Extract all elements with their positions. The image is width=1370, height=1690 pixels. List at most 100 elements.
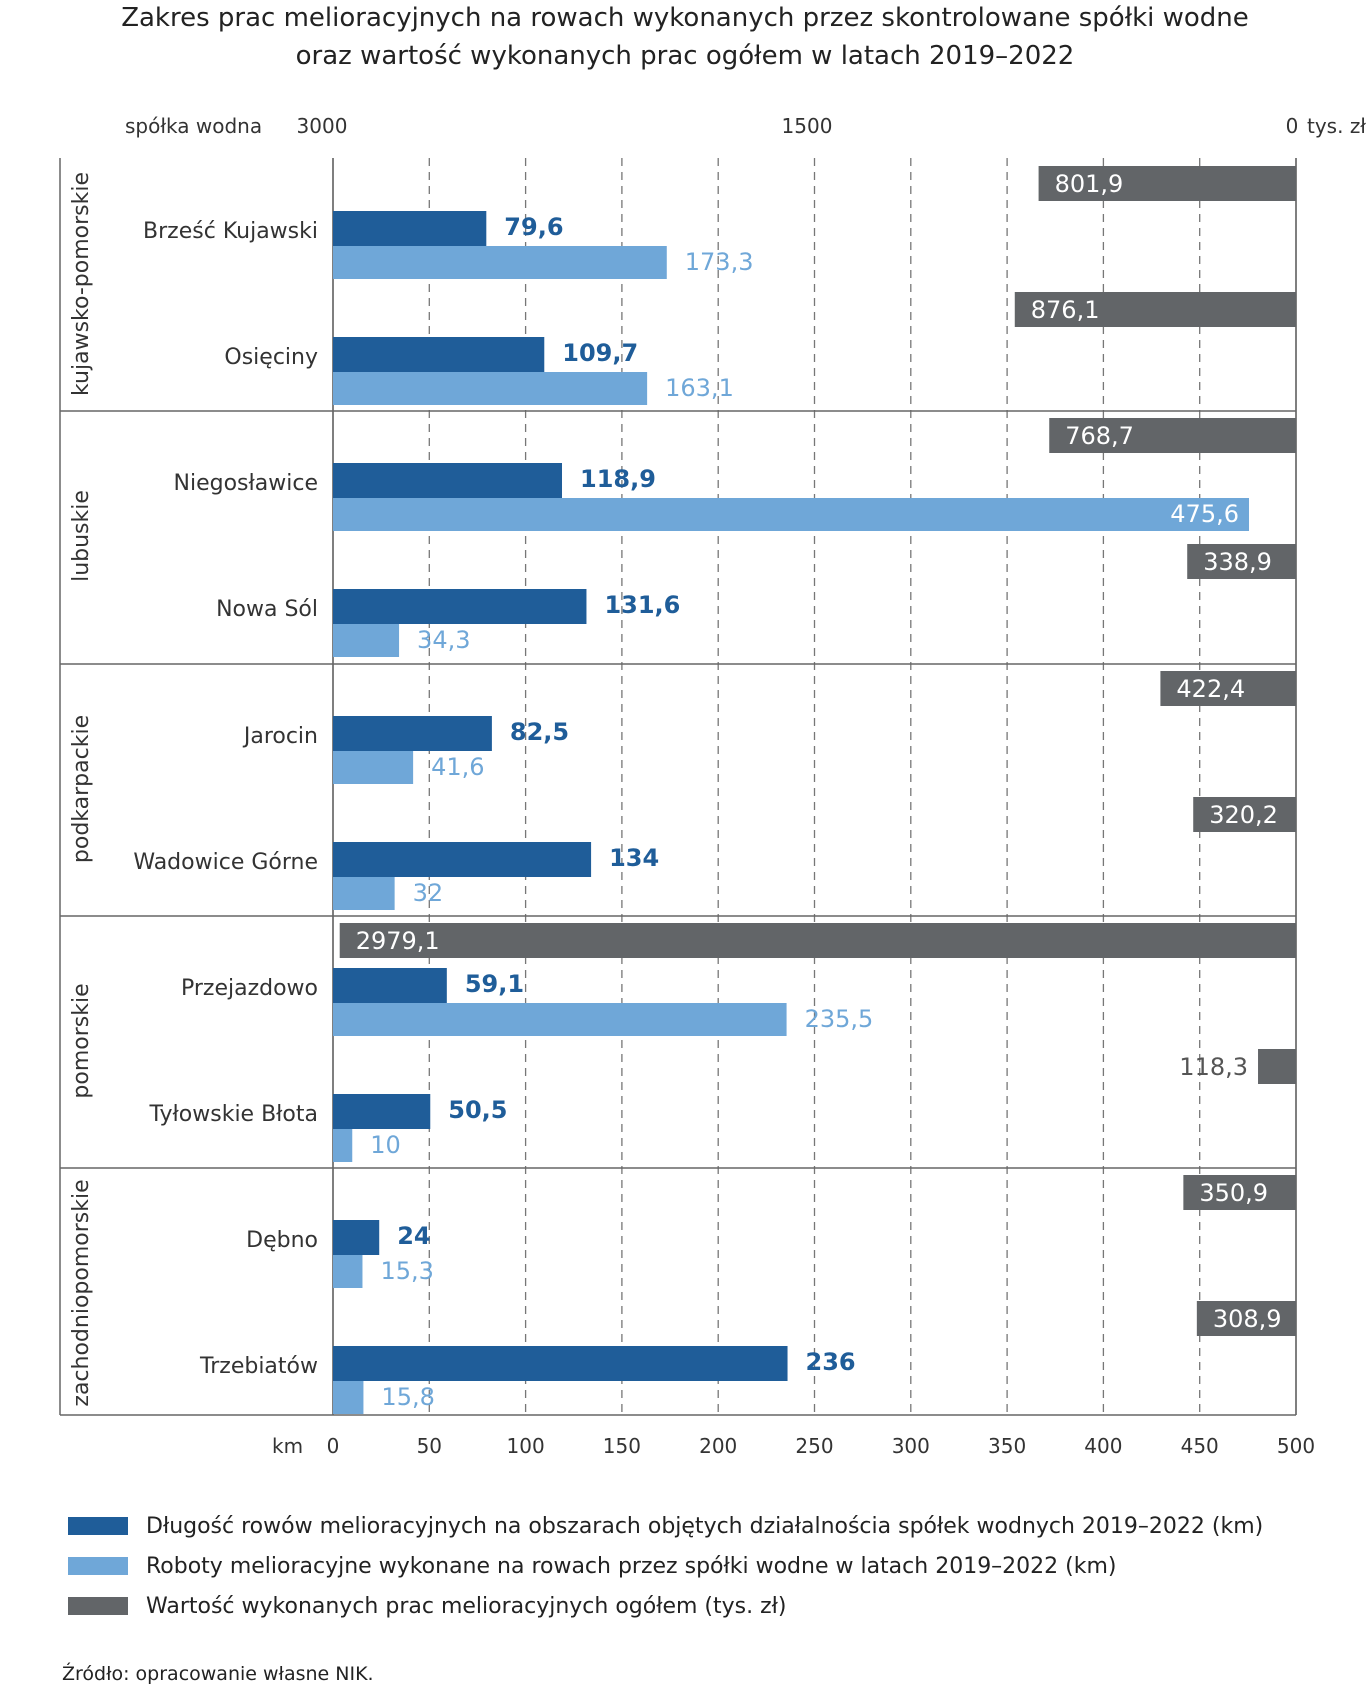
x-tick-label: 100 — [507, 1434, 545, 1458]
x-tick-label: 200 — [699, 1434, 737, 1458]
region-label: lubuskie — [69, 490, 94, 582]
bar-grey — [339, 923, 1297, 958]
bar-dark-label: 134 — [609, 844, 659, 872]
bar-dark — [333, 463, 563, 498]
bar-dark-label: 236 — [806, 1348, 856, 1376]
chart-frame — [59, 158, 1297, 1416]
bar-light — [333, 1003, 787, 1036]
bar-dark — [333, 968, 447, 1003]
bar-grey — [1049, 418, 1296, 453]
bar-grey-label: 338,9 — [1203, 548, 1272, 576]
bar-grey-label: 118,3 — [1179, 1053, 1248, 1081]
x-tick-label: 350 — [988, 1434, 1026, 1458]
bar-light-label: 173,3 — [685, 248, 754, 276]
bar-light-label: 163,1 — [665, 374, 734, 402]
category-label: Niegosławice — [174, 471, 318, 496]
top-axis-unit: tys. zł — [1307, 114, 1366, 138]
bar-dark-label: 118,9 — [580, 465, 656, 493]
legend-swatch-grey — [68, 1597, 128, 1615]
top-tick-1500: 1500 — [782, 114, 833, 138]
bar-dark — [333, 842, 592, 877]
region-label: kujawsko-pomorskie — [69, 172, 94, 396]
bar-light-label: 32 — [413, 879, 444, 907]
bar-grey — [1160, 671, 1296, 706]
category-labels: kujawsko-pomorskie lubuskie podkarpackie po… — [69, 172, 318, 1407]
x-tick-label: 50 — [417, 1434, 442, 1458]
bar-dark — [333, 337, 545, 372]
x-axis-unit: km — [272, 1434, 303, 1458]
bar-grey-label: 801,9 — [1055, 170, 1124, 198]
bar-grey-label: 350,9 — [1199, 1179, 1268, 1207]
bar-dark-label: 59,1 — [465, 970, 524, 998]
bar-grey — [1196, 1301, 1296, 1336]
category-label: Wadowice Górne — [133, 850, 318, 875]
bar-grey — [1183, 1175, 1296, 1210]
x-tick-label: 300 — [892, 1434, 930, 1458]
top-tick-3000: 3000 — [297, 114, 348, 138]
bar-grey — [1014, 292, 1296, 327]
bar-dark — [333, 211, 487, 246]
bar-light-label: 15,8 — [381, 1383, 434, 1411]
bar-grey-label: 422,4 — [1176, 675, 1245, 703]
x-axis: 0 50 100 150 200 250 300 350 400 450 500 — [327, 1434, 1315, 1458]
bar-dark-label: 109,7 — [562, 339, 638, 367]
x-tick-label: 250 — [795, 1434, 833, 1458]
bar-grey — [1258, 1049, 1296, 1084]
bar-light — [333, 1129, 353, 1162]
bar-light — [333, 624, 400, 657]
region-label: zachodniopomorskie — [69, 1179, 94, 1406]
category-label: Przejazdowo — [181, 976, 318, 1001]
bar-dark-label: 24 — [397, 1222, 430, 1250]
bar-light — [333, 877, 395, 910]
bars: 79,6 173,3 801,9 109,7 163,1 876,1 118,9 475,6 7… — [333, 166, 1297, 1414]
source-note: Źródło: opracowanie własne NIK. — [62, 1662, 374, 1685]
bar-grey-label: 2979,1 — [356, 927, 440, 955]
bar-light-label: 475,6 — [1170, 500, 1239, 528]
gridlines — [428, 158, 1201, 1415]
x-tick-label: 0 — [327, 1434, 340, 1458]
bar-dark — [333, 1346, 788, 1381]
bar-light-label: 235,5 — [805, 1005, 874, 1033]
region-label: pomorskie — [69, 983, 94, 1098]
bar-grey-label: 876,1 — [1031, 296, 1100, 324]
bar-dark-label: 50,5 — [448, 1096, 507, 1124]
region-label: podkarpackie — [69, 715, 94, 863]
bar-grey-label: 308,9 — [1213, 1305, 1282, 1333]
category-label: Jarocin — [242, 724, 318, 749]
bar-light-label: 15,3 — [380, 1257, 433, 1285]
legend: Długość rowów melioracyjnych na obszarac… — [68, 1514, 1263, 1619]
top-tick-0: 0 — [1286, 114, 1299, 138]
bar-dark-label: 82,5 — [510, 718, 569, 746]
bar-grey — [1193, 797, 1296, 832]
chart-title-line2: oraz wartość wykonanych prac ogółem w la… — [296, 41, 1075, 71]
bar-light-label: 10 — [370, 1131, 401, 1159]
bar-grey — [1187, 544, 1296, 579]
bar-dark — [333, 589, 587, 624]
bar-grey-label: 320,2 — [1209, 801, 1278, 829]
legend-label-dark: Długość rowów melioracyjnych na obszarac… — [146, 1514, 1263, 1539]
bar-light — [333, 498, 1250, 531]
category-label: Dębno — [246, 1228, 318, 1253]
bar-light — [333, 372, 648, 405]
x-tick-label: 500 — [1277, 1434, 1315, 1458]
legend-swatch-light — [68, 1557, 128, 1575]
x-tick-label: 400 — [1084, 1434, 1122, 1458]
top-axis-header: spółka wodna — [125, 114, 262, 138]
bar-dark — [333, 1094, 431, 1129]
category-label: Tyłowskie Błota — [149, 1102, 319, 1127]
bar-light-label: 41,6 — [431, 753, 484, 781]
bar-light — [333, 1255, 363, 1288]
bar-dark — [333, 1220, 380, 1255]
legend-label-light: Roboty melioracyjne wykonane na rowach p… — [146, 1554, 1117, 1579]
legend-swatch-dark — [68, 1517, 128, 1535]
category-label: Trzebiatów — [199, 1354, 318, 1379]
chart-title-line1: Zakres prac melioracyjnych na rowach wyk… — [121, 3, 1249, 33]
category-label: Brześć Kujawski — [143, 219, 318, 244]
x-tick-label: 150 — [603, 1434, 641, 1458]
bar-dark — [333, 716, 492, 751]
bar-light-label: 34,3 — [417, 626, 470, 654]
bar-dark-label: 79,6 — [504, 213, 563, 241]
category-label: Nowa Sól — [216, 597, 318, 622]
category-label: Osięciny — [224, 345, 318, 370]
